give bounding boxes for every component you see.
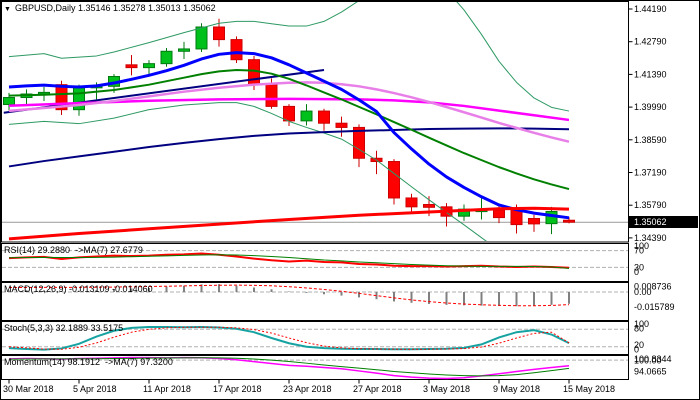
price-tick-label: 1.38590 bbox=[634, 135, 667, 145]
price-tick-label: 1.35790 bbox=[634, 200, 667, 210]
ma-magenta bbox=[8, 97, 570, 122]
indicator-scale-label: 30 bbox=[634, 263, 644, 273]
price-tick-label: 1.41390 bbox=[634, 69, 667, 79]
ohlc-readout: 1.35146 1.35278 1.35013 1.35062 bbox=[77, 3, 216, 13]
time-tick-label: 5 Apr 2018 bbox=[73, 384, 117, 394]
time-tick-label: 3 May 2018 bbox=[423, 384, 470, 394]
price-tick-label: 1.44190 bbox=[634, 4, 667, 14]
candle-up bbox=[545, 211, 558, 225]
price-tick-label: 1.42790 bbox=[634, 37, 667, 47]
indicator-scale-label: 70 bbox=[634, 246, 644, 256]
candle-up bbox=[300, 110, 313, 122]
momentum-line bbox=[8, 356, 570, 380]
candle-up bbox=[143, 63, 155, 69]
trendline-navy bbox=[3, 68, 325, 114]
rsi-line bbox=[8, 254, 570, 269]
symbol-timeframe-label: GBPUSD,Daily bbox=[14, 3, 76, 13]
ma-green bbox=[8, 68, 570, 191]
time-tick-label: 27 Apr 2018 bbox=[353, 384, 402, 394]
candle-down bbox=[493, 209, 505, 219]
candle-down bbox=[213, 26, 225, 41]
candle-down bbox=[318, 110, 330, 124]
bollinger-lower bbox=[8, 102, 487, 241]
time-tick-label: 15 May 2018 bbox=[563, 384, 615, 394]
candle-down bbox=[125, 64, 138, 69]
symbol-marker-icon: ▼ bbox=[4, 6, 11, 13]
price-tick-label: 1.34390 bbox=[634, 233, 667, 243]
indicator-scale-label: 94.0665 bbox=[634, 367, 667, 377]
candle-down bbox=[423, 203, 435, 208]
candle-down bbox=[353, 126, 365, 159]
stoch-panel-label: Stoch(5,3,3) 32.1889 33.5175 bbox=[4, 323, 124, 333]
price-tick-label: 1.37190 bbox=[634, 168, 667, 178]
indicator-scale-label: 0.008736 bbox=[634, 282, 672, 292]
candle-down bbox=[55, 84, 68, 111]
candle-down bbox=[528, 218, 540, 225]
time-tick-label: 23 Apr 2018 bbox=[283, 384, 332, 394]
ma-blue-fast bbox=[8, 51, 570, 220]
candle-down bbox=[265, 84, 278, 107]
candle-up bbox=[160, 50, 173, 65]
time-tick-label: 17 Apr 2018 bbox=[213, 384, 262, 394]
time-tick-label: 9 May 2018 bbox=[493, 384, 540, 394]
price-tick-label: 1.39990 bbox=[634, 102, 667, 112]
candle-up bbox=[3, 97, 15, 106]
bollinger-upper bbox=[8, 2, 570, 112]
momentum-panel-label: Momentum(14) 98.1912 ->MA(7) 97.3200 bbox=[4, 357, 173, 367]
macd-panel-label: MACD(12,26,9) -0.013109 -0.014060 bbox=[4, 284, 153, 294]
macd-signal-line bbox=[9, 284, 570, 307]
stoch-line bbox=[8, 325, 570, 351]
time-tick-label: 30 Mar 2018 bbox=[3, 384, 54, 394]
indicator-scale-label: 100.00 bbox=[634, 356, 662, 366]
time-tick-label: 11 Apr 2018 bbox=[143, 384, 191, 394]
candle-down bbox=[563, 219, 575, 223]
indicator-scale-label: 0 bbox=[634, 345, 639, 355]
time-axis[interactable] bbox=[1, 380, 628, 399]
momentum-line bbox=[8, 357, 570, 377]
indicator-scale-label: 20 bbox=[634, 340, 644, 350]
candle-down bbox=[388, 161, 400, 199]
indicator-scale-label: 0.00 bbox=[634, 287, 652, 297]
candle-down bbox=[335, 122, 348, 128]
main-chart-panel[interactable] bbox=[2, 1, 628, 263]
ma-navy-slow bbox=[8, 127, 570, 168]
candle-down bbox=[283, 105, 295, 122]
candle-up bbox=[195, 26, 208, 50]
indicator-scale-label: 80 bbox=[634, 324, 644, 334]
candle-down bbox=[405, 197, 418, 208]
indicator-scale-label: 0 bbox=[634, 267, 639, 277]
indicator-scale-label: -0.015789 bbox=[634, 302, 675, 312]
indicator-scale-label: 100 bbox=[634, 241, 649, 251]
indicator-scale-label: 100.8344 bbox=[634, 354, 672, 364]
chart-title: ▼ GBPUSD,Daily 1.35146 1.35278 1.35013 1.… bbox=[4, 3, 216, 13]
price-axis[interactable] bbox=[629, 1, 699, 379]
rsi-panel-label: RSI(14) 29.2880 ->MA(7) 27.6779 bbox=[4, 245, 143, 255]
ma-pink bbox=[8, 81, 570, 143]
indicator-scale-label: 100 bbox=[634, 319, 649, 329]
current-price-badge: 1.35062 bbox=[629, 216, 698, 228]
ma-red-long bbox=[8, 206, 570, 241]
candle-up bbox=[178, 48, 190, 52]
candle-down bbox=[230, 39, 243, 61]
